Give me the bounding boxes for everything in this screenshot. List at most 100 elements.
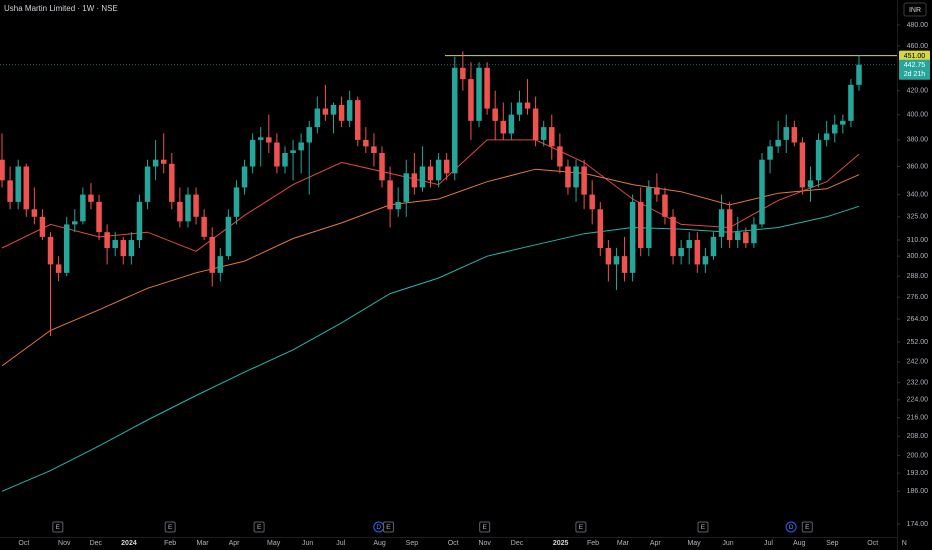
candle-body [678, 248, 684, 257]
earnings-marker [52, 521, 64, 533]
last-price-label: 442.75 [904, 62, 926, 69]
candle-body [306, 127, 312, 143]
candle-body [549, 127, 555, 147]
candle-body [767, 146, 773, 160]
earnings-marker [164, 521, 176, 533]
candle-body [298, 142, 304, 151]
candle-body [468, 79, 474, 121]
x-tick-label: Apr [650, 540, 662, 547]
candle-body [55, 264, 62, 273]
candle-body [840, 120, 846, 125]
earnings-marker [382, 521, 394, 533]
x-tick-label: Dec [90, 540, 103, 547]
candle-body [96, 201, 102, 233]
x-tick-label: Mar [617, 540, 630, 547]
candle-body [419, 166, 426, 188]
candle-body [0, 159, 5, 181]
y-tick-label: 300.00 [907, 253, 929, 260]
candle-body [686, 240, 692, 249]
candle-body [152, 159, 159, 167]
y-tick-label: 288.00 [907, 273, 929, 280]
plot [0, 51, 897, 492]
event-label: E [579, 524, 584, 531]
candle-body [702, 256, 709, 265]
candle-body [80, 194, 86, 222]
x-tick-label: N [902, 540, 907, 547]
candle-body [63, 224, 70, 273]
countdown-label: 2d 21h [904, 71, 926, 78]
y-tick-label: 224.00 [907, 397, 929, 404]
candle-body [654, 187, 660, 195]
candle-body [225, 216, 232, 257]
y-tick-label: 310.00 [907, 237, 929, 244]
candle-body [540, 127, 547, 140]
earnings-marker [479, 521, 491, 533]
event-label: E [805, 524, 810, 531]
candle-body [460, 67, 466, 80]
earnings-marker [801, 521, 813, 533]
y-tick-label: 360.00 [907, 163, 929, 170]
high-price-label: 451.00 [904, 53, 926, 60]
candle-body [88, 194, 94, 202]
candle-body [670, 216, 676, 257]
candle-body [104, 232, 110, 249]
currency-label[interactable]: INR [909, 7, 921, 14]
x-tick-label: Oct [867, 540, 878, 547]
x-tick-label: Oct [18, 540, 29, 547]
x-tick-label: Apr [229, 540, 241, 547]
candle-body [290, 150, 296, 154]
x-tick-label: Sep [826, 540, 839, 547]
candle-body [492, 108, 498, 121]
candle-body [346, 100, 353, 121]
candle-body [629, 201, 636, 273]
candle-body [783, 127, 789, 140]
candle-body [573, 166, 579, 188]
candle-body [266, 137, 272, 143]
event-label: D [789, 524, 794, 531]
x-tick-label: Oct [448, 540, 459, 547]
chart-title: Usha Martin Limited · 1W · NSE [4, 4, 118, 13]
y-tick-label: 480.00 [907, 22, 929, 29]
y-tick-label: 216.00 [907, 415, 929, 422]
candle-body [508, 114, 515, 134]
candle-body [411, 173, 418, 188]
event-label: E [483, 524, 488, 531]
candle-body [605, 248, 612, 265]
currency-button[interactable] [903, 2, 927, 17]
earnings-marker [253, 521, 265, 533]
candle-body [775, 139, 781, 147]
candle-body [646, 187, 652, 249]
candle-body [136, 201, 143, 241]
candle-body [427, 166, 434, 181]
candle-body [314, 108, 321, 128]
candle-body [379, 153, 385, 181]
last-price-box [899, 59, 930, 80]
x-tick-label: Jun [302, 540, 313, 547]
y-tick-label: 460.00 [907, 43, 929, 50]
y-tick-label: 242.00 [907, 359, 929, 366]
candle-body [856, 64, 862, 85]
candle-body [257, 137, 264, 140]
candle-body [39, 216, 46, 237]
x-tick-label: Jun [722, 540, 733, 547]
candle-body [330, 104, 337, 115]
x-tick-label: Jul [336, 540, 345, 547]
x-tick-label: Nov [478, 540, 491, 547]
candle-body [662, 194, 668, 217]
candle-body [524, 102, 531, 109]
y-tick-label: 186.00 [907, 488, 929, 495]
x-tick-label: Sep [406, 540, 419, 547]
event-label: E [257, 524, 262, 531]
candle-body [193, 194, 199, 217]
candle-body [734, 232, 741, 241]
y-tick-label: 325.00 [907, 214, 929, 221]
candle-body [815, 139, 822, 181]
candle-body [395, 201, 401, 210]
event-label: E [386, 524, 391, 531]
x-tick-label: Jul [764, 540, 773, 547]
high-price-box [899, 50, 930, 61]
earnings-marker [575, 521, 587, 533]
candle-body [807, 180, 814, 188]
y-tick-label: 252.00 [907, 339, 929, 346]
